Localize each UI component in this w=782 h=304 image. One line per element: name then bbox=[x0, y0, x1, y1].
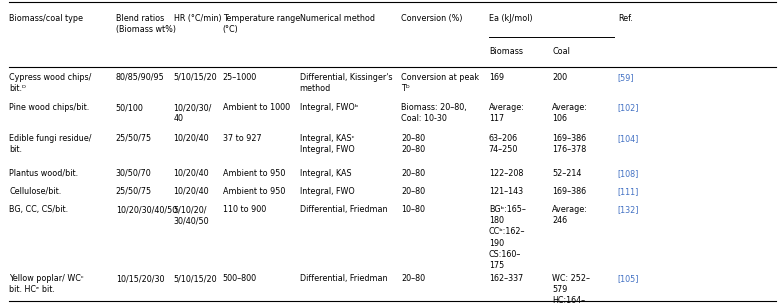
Text: Coal: Coal bbox=[552, 47, 570, 56]
Text: 10/20/40: 10/20/40 bbox=[174, 169, 210, 178]
Text: Edible fungi residue/
bit.: Edible fungi residue/ bit. bbox=[9, 134, 91, 154]
Text: Differential, Kissinger's
method: Differential, Kissinger's method bbox=[300, 73, 392, 93]
Text: [104]: [104] bbox=[618, 134, 639, 143]
Text: Plantus wood/bit.: Plantus wood/bit. bbox=[9, 169, 78, 178]
Text: 10/15/20/30: 10/15/20/30 bbox=[116, 274, 164, 283]
Text: 30/50/70: 30/50/70 bbox=[116, 169, 152, 178]
Text: Differential, Friedman: Differential, Friedman bbox=[300, 205, 387, 214]
Text: 25/50/75: 25/50/75 bbox=[116, 134, 152, 143]
Text: Ambient to 950: Ambient to 950 bbox=[223, 187, 285, 196]
Text: Conversion (%): Conversion (%) bbox=[401, 14, 463, 23]
Text: Average:
246: Average: 246 bbox=[552, 205, 588, 225]
Text: 110 to 900: 110 to 900 bbox=[223, 205, 266, 214]
Text: Integral, KASᶜ
Integral, FWO: Integral, KASᶜ Integral, FWO bbox=[300, 134, 354, 154]
Text: [102]: [102] bbox=[618, 103, 639, 112]
Text: 5/10/15/20: 5/10/15/20 bbox=[174, 73, 217, 82]
Text: Biomass/coal type: Biomass/coal type bbox=[9, 14, 84, 23]
Text: 20–80
20–80: 20–80 20–80 bbox=[401, 134, 425, 154]
Text: Cypress wood chips/
bit.ᴰ: Cypress wood chips/ bit.ᴰ bbox=[9, 73, 91, 93]
Text: Integral, FWO: Integral, FWO bbox=[300, 187, 354, 196]
Text: Average:
117: Average: 117 bbox=[489, 103, 525, 123]
Text: 80/85/90/95: 80/85/90/95 bbox=[116, 73, 164, 82]
Text: Average:
106: Average: 106 bbox=[552, 103, 588, 123]
Text: 63–206
74–250: 63–206 74–250 bbox=[489, 134, 518, 154]
Text: [111]: [111] bbox=[618, 187, 639, 196]
Text: Integral, FWOᵇ: Integral, FWOᵇ bbox=[300, 103, 357, 112]
Text: 121–143: 121–143 bbox=[489, 187, 523, 196]
Text: Pine wood chips/bit.: Pine wood chips/bit. bbox=[9, 103, 90, 112]
Text: Integral, KAS: Integral, KAS bbox=[300, 169, 351, 178]
Text: Temperature range
(°C): Temperature range (°C) bbox=[223, 14, 300, 34]
Text: Differential, Friedman: Differential, Friedman bbox=[300, 274, 387, 283]
Text: 10/20/40: 10/20/40 bbox=[174, 187, 210, 196]
Text: 10–80: 10–80 bbox=[401, 205, 425, 214]
Text: [59]: [59] bbox=[618, 73, 634, 82]
Text: Ref.: Ref. bbox=[618, 14, 633, 23]
Text: 20–80: 20–80 bbox=[401, 274, 425, 283]
Text: Ambient to 950: Ambient to 950 bbox=[223, 169, 285, 178]
Text: 5/10/20/
30/40/50: 5/10/20/ 30/40/50 bbox=[174, 205, 210, 225]
Text: Numerical method: Numerical method bbox=[300, 14, 375, 23]
Text: 37 to 927: 37 to 927 bbox=[223, 134, 261, 143]
Text: Yellow poplar/ WCᶜ
bit. HCᵉ bit.: Yellow poplar/ WCᶜ bit. HCᵉ bit. bbox=[9, 274, 84, 294]
Text: 169–386: 169–386 bbox=[552, 187, 586, 196]
Text: Ambient to 1000: Ambient to 1000 bbox=[223, 103, 290, 112]
Text: 20–80: 20–80 bbox=[401, 169, 425, 178]
Text: BG, CC, CS/bit.: BG, CC, CS/bit. bbox=[9, 205, 69, 214]
Text: WC: 252–
579
HC:164–
272: WC: 252– 579 HC:164– 272 bbox=[552, 274, 590, 304]
Text: [108]: [108] bbox=[618, 169, 639, 178]
Text: Biomass: 20–80,
Coal: 10-30: Biomass: 20–80, Coal: 10-30 bbox=[401, 103, 467, 123]
Text: 10/20/30/40/50: 10/20/30/40/50 bbox=[116, 205, 177, 214]
Text: BGᵇ:165–
180
CCᵇ:162–
190
CS:160–
175: BGᵇ:165– 180 CCᵇ:162– 190 CS:160– 175 bbox=[489, 205, 526, 270]
Text: Conversion at peak
Tᴰ: Conversion at peak Tᴰ bbox=[401, 73, 479, 93]
Text: [105]: [105] bbox=[618, 274, 639, 283]
Text: 500–800: 500–800 bbox=[223, 274, 257, 283]
Text: HR (°C/min): HR (°C/min) bbox=[174, 14, 221, 23]
Text: 122–208: 122–208 bbox=[489, 169, 523, 178]
Text: 169: 169 bbox=[489, 73, 504, 82]
Text: 25–1000: 25–1000 bbox=[223, 73, 257, 82]
Text: Cellulose/bit.: Cellulose/bit. bbox=[9, 187, 62, 196]
Text: 162–337: 162–337 bbox=[489, 274, 523, 283]
Text: 52–214: 52–214 bbox=[552, 169, 582, 178]
Text: 10/20/30/
40: 10/20/30/ 40 bbox=[174, 103, 212, 123]
Text: 50/100: 50/100 bbox=[116, 103, 144, 112]
Text: 5/10/15/20: 5/10/15/20 bbox=[174, 274, 217, 283]
Text: Biomass: Biomass bbox=[489, 47, 522, 56]
Text: 200: 200 bbox=[552, 73, 567, 82]
Text: 10/20/40: 10/20/40 bbox=[174, 134, 210, 143]
Text: 25/50/75: 25/50/75 bbox=[116, 187, 152, 196]
Text: 169–386
176–378: 169–386 176–378 bbox=[552, 134, 586, 154]
Text: Blend ratios
(Biomass wt%): Blend ratios (Biomass wt%) bbox=[116, 14, 176, 34]
Text: 20–80: 20–80 bbox=[401, 187, 425, 196]
Text: [132]: [132] bbox=[618, 205, 639, 214]
Text: Ea (kJ/mol): Ea (kJ/mol) bbox=[489, 14, 533, 23]
